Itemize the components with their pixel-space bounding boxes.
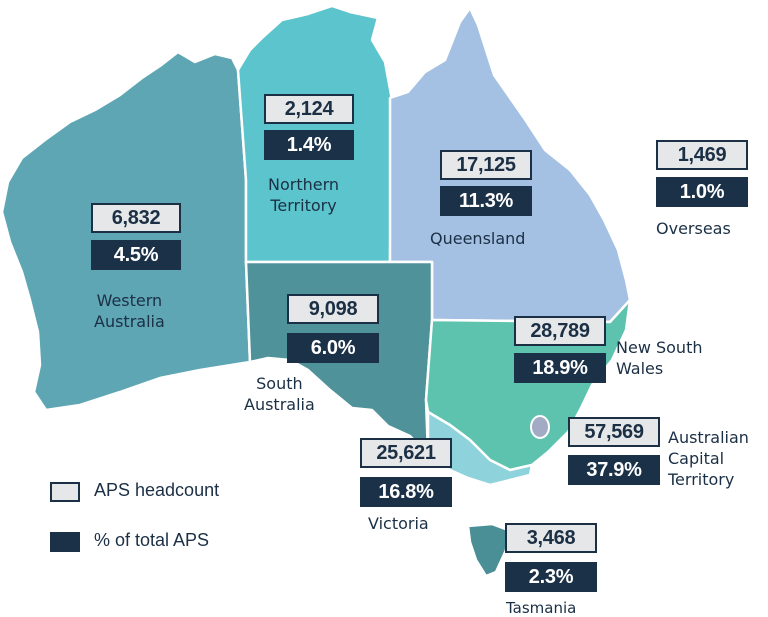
vic-headcount-badge: 25,621 — [360, 438, 452, 468]
nt-headcount-badge: 2,124 — [264, 94, 354, 124]
wa-label-line1: Western — [96, 291, 163, 310]
nt-percent-badge: 1.4% — [264, 130, 354, 160]
vic-label: Victoria — [368, 514, 429, 533]
sa-percent-badge: 6.0% — [287, 333, 379, 363]
qld-percent-badge: 11.3% — [440, 186, 532, 216]
nsw-percent-badge: 18.9% — [514, 353, 606, 383]
tas-headcount-badge: 3,468 — [505, 523, 597, 553]
sa-label-line1: South — [256, 374, 303, 393]
tas-label: Tasmania — [506, 599, 577, 617]
legend-percent-label: % of total APS — [94, 530, 210, 550]
wa-percent-badge: 4.5% — [91, 240, 181, 270]
act-label-line3: Territory — [668, 470, 735, 489]
nt-label: Northern Territory — [268, 174, 339, 216]
act-percent-badge: 37.9% — [568, 455, 660, 485]
wa-label: Western Australia — [94, 290, 165, 332]
overseas-percent-badge: 1.0% — [656, 177, 748, 207]
vic-percent-badge: 16.8% — [360, 477, 452, 507]
qld-headcount-badge: 17,125 — [440, 150, 532, 180]
qld-label: Queensland — [430, 229, 526, 248]
region-act-marker[interactable] — [530, 415, 550, 439]
nt-label-line2: Territory — [270, 196, 337, 215]
legend-percent-swatch — [50, 532, 80, 552]
act-label-line1: Australian — [668, 428, 749, 447]
sa-label: South Australia — [244, 373, 315, 415]
region-tasmania[interactable] — [466, 522, 510, 578]
overseas-label: Overseas — [656, 219, 731, 238]
act-label-line2: Capital — [668, 449, 725, 468]
overseas-headcount-badge: 1,469 — [656, 140, 748, 170]
nt-label-line1: Northern — [268, 175, 340, 194]
wa-headcount-badge: 6,832 — [91, 203, 181, 233]
nsw-label-line2: Wales — [616, 359, 664, 378]
act-headcount-badge: 57,569 — [568, 417, 660, 447]
legend-headcount-label: APS headcount — [94, 480, 220, 500]
sa-headcount-badge: 9,098 — [287, 294, 379, 324]
nsw-label-line1: New South — [616, 338, 703, 357]
act-label: Australian Capital Territory — [668, 427, 749, 490]
legend-headcount-swatch — [50, 482, 80, 502]
nsw-label: New South Wales — [616, 337, 702, 379]
nsw-headcount-badge: 28,789 — [514, 316, 606, 346]
wa-label-line2: Australia — [94, 312, 165, 331]
sa-label-line2: Australia — [244, 395, 315, 414]
tas-percent-badge: 2.3% — [505, 562, 597, 592]
